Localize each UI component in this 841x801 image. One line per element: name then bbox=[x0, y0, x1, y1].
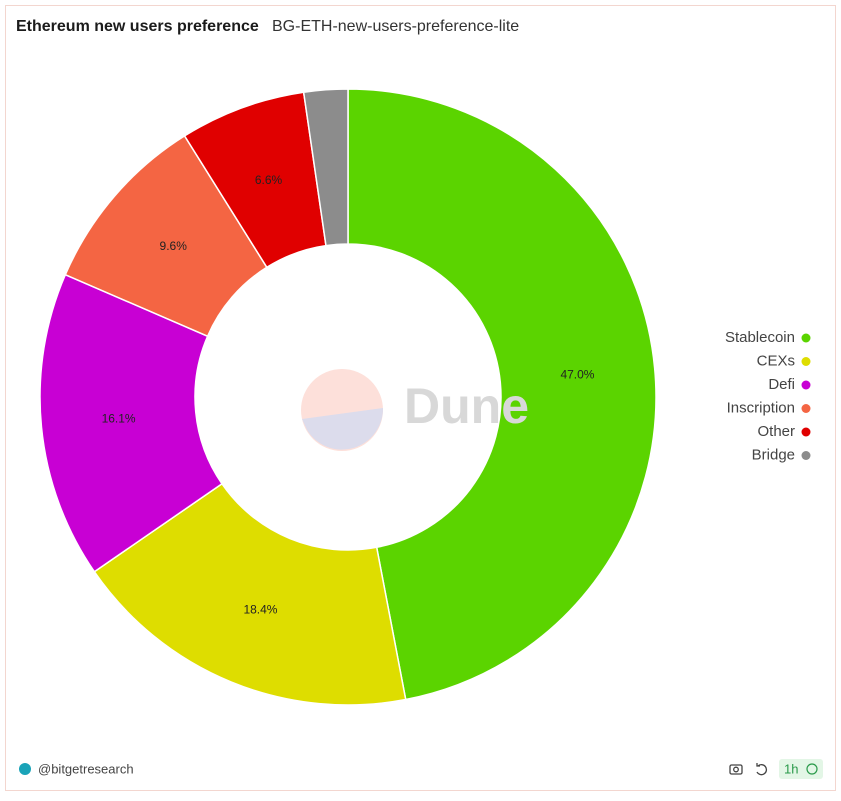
watermark-logo-half bbox=[302, 408, 384, 450]
legend-label: Other bbox=[757, 423, 795, 440]
legend-label: Stablecoin bbox=[725, 329, 795, 346]
slice bbox=[302, 88, 349, 247]
data-label: 9.6% bbox=[160, 239, 188, 253]
camera-icon[interactable] bbox=[729, 764, 743, 775]
chart-subtitle: BG-ETH-new-users-preference-lite bbox=[272, 18, 519, 35]
legend-label: Defi bbox=[768, 376, 795, 393]
legend-swatch bbox=[801, 357, 811, 366]
legend-label: Bridge bbox=[752, 446, 795, 463]
legend-swatch bbox=[801, 451, 811, 460]
legend-swatch bbox=[801, 380, 811, 390]
footer-author: @bitgetresearch bbox=[38, 761, 134, 776]
check-icon bbox=[806, 763, 818, 775]
data-label: 47.0% bbox=[560, 367, 594, 381]
legend-swatch bbox=[801, 333, 811, 343]
data-label: 16.1% bbox=[102, 412, 136, 426]
refresh-label: 1h bbox=[784, 761, 798, 776]
legend-label: Inscription bbox=[727, 399, 795, 416]
legend-label: CEXs bbox=[757, 352, 795, 369]
footer-avatar bbox=[19, 763, 31, 775]
refresh-icon[interactable] bbox=[756, 763, 767, 776]
slice bbox=[39, 273, 224, 573]
data-label: 6.6% bbox=[255, 173, 283, 187]
watermark: Dune bbox=[404, 378, 529, 434]
chart-title: Ethereum new users preference bbox=[16, 18, 259, 35]
slice bbox=[93, 482, 407, 706]
slice bbox=[347, 88, 657, 701]
legend-swatch bbox=[801, 404, 811, 413]
data-label: 18.4% bbox=[243, 602, 277, 616]
legend-swatch bbox=[801, 427, 811, 437]
